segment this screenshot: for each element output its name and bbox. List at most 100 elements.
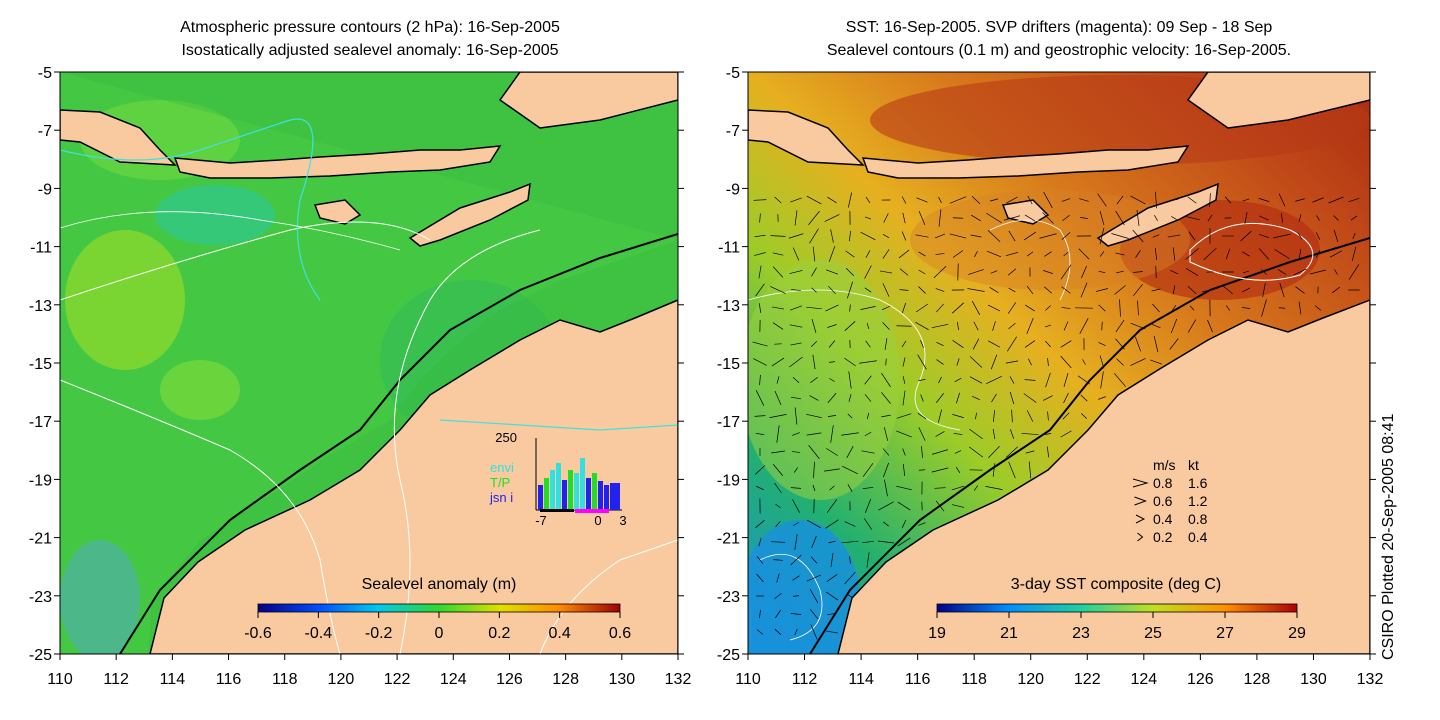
- map-axes: -5 -7 -9 -11 -13 -15 -17 -19 -21 -23 -25 110 112 114 1…: [29, 65, 1384, 688]
- velocity-arrow: [759, 609, 761, 619]
- inset-bar: [538, 485, 543, 510]
- left-pressure-contour: [60, 211, 401, 251]
- velocity-arrow: [1119, 299, 1121, 317]
- velocity-arrow: [776, 425, 780, 443]
- velocity-arrow: [793, 522, 799, 526]
- left-sla-contour: [439, 419, 678, 431]
- colorbar-tick-label: 0: [435, 625, 444, 642]
- velocity-arrow: [829, 378, 835, 382]
- velocity-arrow: [883, 521, 889, 527]
- velocity-arrow: [989, 198, 999, 202]
- velocity-arrow: [972, 338, 980, 350]
- velocity-arrow: [901, 340, 907, 348]
- velocity-arrow: [847, 413, 853, 419]
- velocity-arrow: [864, 265, 872, 279]
- velocity-arrow: [1024, 340, 1036, 348]
- velocity-arrow: [825, 630, 839, 634]
- left-title-line1: Atmospheric pressure contours (2 hPa): 1…: [180, 19, 560, 36]
- velocity-arrow: [1044, 433, 1052, 435]
- velocity-arrow: [1154, 248, 1158, 260]
- velocity-arrow: [773, 559, 783, 561]
- velocity-arrow: [1005, 360, 1019, 364]
- velocity-arrow: [806, 432, 822, 436]
- velocity-arrow: [1279, 282, 1285, 298]
- left-colorbar-ticks: -0.6 -0.4 -0.2 0 0.2 0.4 0.6: [244, 612, 631, 642]
- colorbar-tick-label: 19: [928, 625, 946, 642]
- velocity-arrow: [881, 414, 891, 418]
- lon-tick-label: 116: [216, 671, 242, 688]
- velocity-arrow: [1080, 394, 1088, 402]
- lon-tick-label: 110: [735, 671, 761, 688]
- velocity-arrow: [758, 265, 762, 279]
- velocity-arrow: [792, 575, 800, 581]
- velocity-arrow: [770, 235, 786, 237]
- colorbar-tick-label: 0.6: [609, 625, 631, 642]
- left-title-line2: Isostatically adjusted sealevel anomaly:…: [181, 42, 559, 59]
- velocity-arrow: [1100, 371, 1104, 389]
- velocity-arrow: [916, 197, 928, 203]
- velocity-arrow: [1155, 265, 1157, 279]
- velocity-arrow: [1333, 215, 1339, 221]
- velocity-legend-arrow: [1137, 532, 1144, 542]
- velocity-arrow: [902, 448, 906, 456]
- velocity-arrow: [755, 520, 765, 528]
- lat-tick-label: -19: [717, 472, 740, 489]
- velocity-arrow: [774, 196, 782, 204]
- velocity-arrow: [844, 321, 856, 331]
- velocity-arrow: [896, 485, 912, 491]
- velocity-arrow: [935, 431, 945, 437]
- velocity-arrow: [844, 357, 856, 367]
- velocity-arrow: [772, 463, 784, 477]
- velocity-arrow: [827, 415, 837, 417]
- velocity-arrow: [864, 394, 872, 402]
- velocity-arrow: [770, 541, 786, 543]
- velocity-arrow: [792, 376, 800, 384]
- lat-tick-label: -21: [29, 531, 52, 548]
- velocity-arrow: [861, 450, 875, 454]
- velocity-arrow: [788, 233, 804, 239]
- inset-legend-entry: jsn i: [489, 490, 513, 505]
- velocity-arrow: [1133, 271, 1143, 273]
- velocity-arrow: [896, 413, 912, 419]
- velocity-arrow: [1130, 195, 1146, 205]
- velocity-arrow: [841, 432, 859, 436]
- velocity-arrow: [1114, 373, 1126, 387]
- velocity-arrow: [935, 500, 945, 512]
- right-sealevel-contour: [1189, 222, 1314, 281]
- velocity-arrow: [884, 338, 888, 350]
- lat-tick-label: -13: [29, 298, 52, 315]
- velocity-arrow: [1185, 248, 1199, 260]
- velocity-arrow: [954, 450, 962, 454]
- right-sealevel-contour: [748, 289, 961, 431]
- velocity-arrow: [1098, 342, 1106, 346]
- lon-tick-label: 126: [1187, 671, 1214, 688]
- velocity-arrow: [828, 361, 836, 363]
- velocity-arrow: [842, 465, 858, 475]
- velocity-arrow: [1133, 283, 1143, 297]
- velocity-arrow: [1328, 196, 1344, 204]
- lat-tick-label: -11: [30, 240, 52, 257]
- left-anomaly-blob: [160, 360, 240, 420]
- velocity-arrow: [827, 324, 837, 328]
- velocity-arrow: [1351, 246, 1357, 262]
- velocity-arrow: [1242, 198, 1250, 202]
- velocity-arrow: [1063, 321, 1069, 331]
- right-sealevel-contour: [989, 219, 1071, 301]
- velocity-arrow: [1024, 214, 1036, 222]
- velocity-arrow: [1281, 213, 1283, 223]
- velocity-arrow: [971, 301, 981, 315]
- velocity-arrow: [935, 393, 945, 403]
- velocity-arrow: [774, 482, 782, 494]
- velocity-arrow: [1061, 198, 1071, 202]
- velocity-arrow: [789, 356, 803, 368]
- velocity-arrow: [755, 432, 765, 436]
- velocity-arrow: [992, 463, 996, 477]
- velocity-arrow: [754, 234, 766, 238]
- velocity-arrow: [759, 374, 761, 386]
- inset-xtick-label: 0: [594, 513, 601, 528]
- velocity-arrow: [1025, 450, 1035, 454]
- velocity-arrow: [883, 462, 889, 478]
- right-map: [748, 72, 1370, 654]
- inset-bar: [604, 485, 609, 510]
